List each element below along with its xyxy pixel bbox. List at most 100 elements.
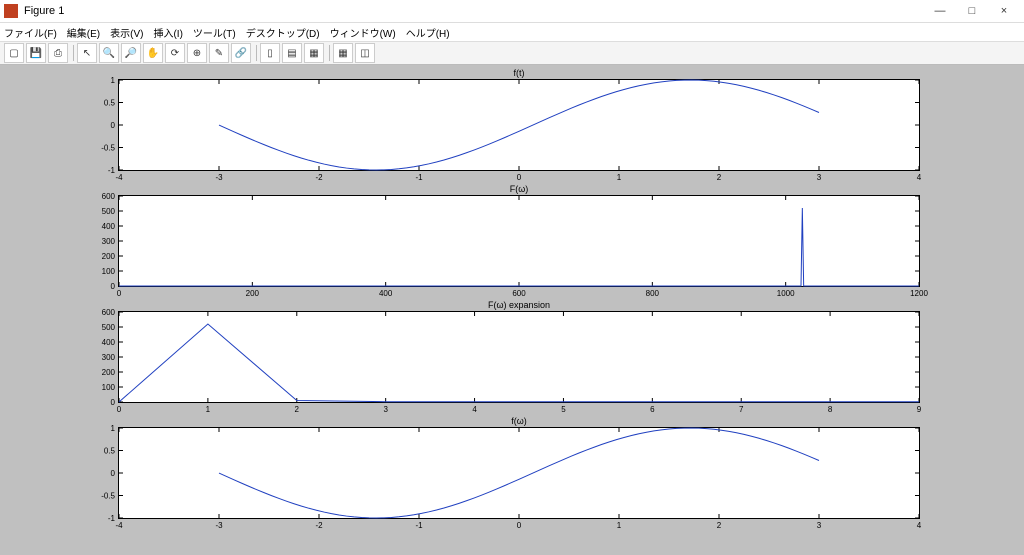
svg-text:4: 4 [917, 521, 922, 530]
colorbar-icon[interactable]: ▯ [260, 43, 280, 63]
svg-text:-3: -3 [215, 521, 223, 530]
toolbar: ▢💾⎙↖🔍🔎✋⟳⊕✎🔗▯▤▦▦◫ [0, 42, 1024, 65]
svg-text:1: 1 [206, 405, 211, 414]
svg-text:0: 0 [517, 173, 522, 182]
rotate-icon[interactable]: ⟳ [165, 43, 185, 63]
svg-text:-2: -2 [315, 521, 323, 530]
link-icon[interactable]: 🔗 [231, 43, 251, 63]
svg-text:600: 600 [102, 192, 116, 201]
svg-text:0: 0 [117, 289, 122, 298]
menu-3[interactable]: 挿入(I) [153, 25, 182, 40]
svg-text:-0.5: -0.5 [101, 144, 115, 153]
svg-text:500: 500 [102, 323, 116, 332]
svg-text:1: 1 [111, 76, 116, 85]
svg-text:200: 200 [102, 252, 116, 261]
svg-text:600: 600 [512, 289, 526, 298]
datatip-icon[interactable]: ⊕ [187, 43, 207, 63]
svg-text:3: 3 [817, 173, 822, 182]
svg-text:4: 4 [917, 173, 922, 182]
data-line-2 [119, 324, 919, 402]
svg-text:1000: 1000 [777, 289, 795, 298]
subplot-3[interactable]: f(ω)-4-3-2-101234-1-0.500.51 [118, 427, 920, 519]
svg-text:1: 1 [111, 424, 116, 433]
svg-text:0.5: 0.5 [104, 447, 116, 456]
svg-text:5: 5 [561, 405, 566, 414]
svg-text:0: 0 [111, 282, 116, 291]
svg-text:0: 0 [111, 121, 116, 130]
svg-text:9: 9 [917, 405, 922, 414]
toolbar-separator [73, 45, 74, 61]
svg-text:8: 8 [828, 405, 833, 414]
subplot-1[interactable]: F(ω)020040060080010001200010020030040050… [118, 195, 920, 287]
menu-7[interactable]: ヘルプ(H) [406, 25, 450, 40]
svg-text:100: 100 [102, 267, 116, 276]
svg-text:0: 0 [111, 398, 116, 407]
svg-text:7: 7 [739, 405, 744, 414]
svg-text:200: 200 [102, 368, 116, 377]
zoom-out-icon[interactable]: 🔎 [121, 43, 141, 63]
svg-text:1200: 1200 [910, 289, 928, 298]
menu-5[interactable]: デスクトップ(D) [246, 25, 320, 40]
svg-text:500: 500 [102, 207, 116, 216]
svg-text:3: 3 [383, 405, 388, 414]
svg-text:-0.5: -0.5 [101, 492, 115, 501]
menu-0[interactable]: ファイル(F) [4, 25, 57, 40]
window-title: Figure 1 [24, 5, 924, 17]
menu-6[interactable]: ウィンドウ(W) [330, 25, 396, 40]
toolbar-separator [256, 45, 257, 61]
title-bar: Figure 1 — □ × [0, 0, 1024, 23]
brush-icon[interactable]: ✎ [209, 43, 229, 63]
menu-4[interactable]: ツール(T) [193, 25, 236, 40]
data-line-1 [119, 208, 919, 286]
data-line-3 [219, 428, 819, 518]
svg-text:-1: -1 [415, 173, 423, 182]
dock-icon[interactable]: ◫ [355, 43, 375, 63]
svg-text:-2: -2 [315, 173, 323, 182]
zoom-in-icon[interactable]: 🔍 [99, 43, 119, 63]
svg-text:-4: -4 [115, 173, 123, 182]
svg-text:-1: -1 [108, 166, 116, 175]
subplot-0[interactable]: f(t)-4-3-2-101234-1-0.500.51 [118, 79, 920, 171]
svg-text:2: 2 [295, 405, 300, 414]
svg-text:400: 400 [379, 289, 393, 298]
subplot-title-2: F(ω) expansion [119, 300, 919, 310]
close-button[interactable]: × [988, 5, 1020, 17]
svg-text:6: 6 [650, 405, 655, 414]
legend-icon[interactable]: ▤ [282, 43, 302, 63]
svg-text:400: 400 [102, 338, 116, 347]
data-line-0 [219, 80, 819, 170]
svg-text:400: 400 [102, 222, 116, 231]
print-icon[interactable]: ⎙ [48, 43, 68, 63]
new-icon[interactable]: ▢ [4, 43, 24, 63]
svg-text:0: 0 [111, 469, 116, 478]
svg-text:-3: -3 [215, 173, 223, 182]
svg-text:3: 3 [817, 521, 822, 530]
svg-text:600: 600 [102, 308, 116, 317]
maximize-button[interactable]: □ [956, 5, 988, 17]
menu-bar: ファイル(F) 編集(E) 表示(V) 挿入(I) ツール(T) デスクトップ(D) ウィン… [0, 23, 1024, 42]
menu-1[interactable]: 編集(E) [67, 25, 100, 40]
svg-text:4: 4 [472, 405, 477, 414]
svg-text:2: 2 [717, 173, 722, 182]
menu-2[interactable]: 表示(V) [110, 25, 143, 40]
svg-text:800: 800 [646, 289, 660, 298]
svg-text:1: 1 [617, 173, 622, 182]
svg-text:300: 300 [102, 353, 116, 362]
svg-text:1: 1 [617, 521, 622, 530]
subplot-title-0: f(t) [119, 68, 919, 78]
subplot-title-1: F(ω) [119, 184, 919, 194]
grid-icon[interactable]: ▦ [333, 43, 353, 63]
svg-text:-1: -1 [415, 521, 423, 530]
app-icon [4, 4, 18, 18]
arrow-icon[interactable]: ↖ [77, 43, 97, 63]
axes-icon[interactable]: ▦ [304, 43, 324, 63]
pan-icon[interactable]: ✋ [143, 43, 163, 63]
minimize-button[interactable]: — [924, 5, 956, 17]
subplot-2[interactable]: F(ω) expansion01234567890100200300400500… [118, 311, 920, 403]
svg-text:0.5: 0.5 [104, 99, 116, 108]
svg-text:100: 100 [102, 383, 116, 392]
svg-text:2: 2 [717, 521, 722, 530]
save-icon[interactable]: 💾 [26, 43, 46, 63]
subplot-title-3: f(ω) [119, 416, 919, 426]
svg-text:-1: -1 [108, 514, 116, 523]
